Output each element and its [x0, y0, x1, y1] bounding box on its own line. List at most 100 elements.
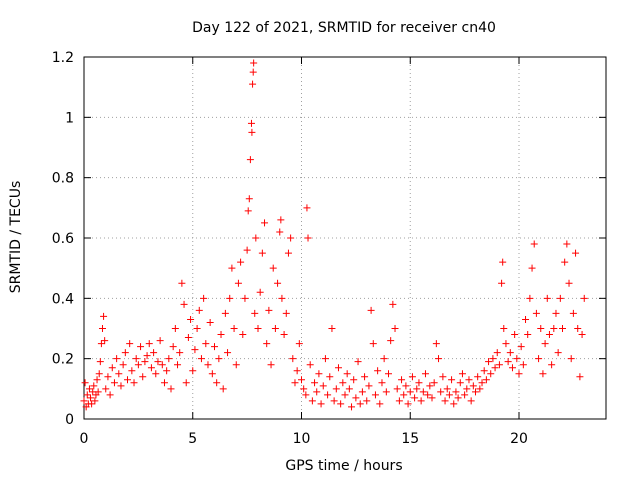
data-point [367, 306, 375, 314]
data-point [419, 388, 427, 396]
data-point [130, 379, 138, 387]
data-point [167, 385, 175, 393]
data-point [339, 379, 347, 387]
data-point [352, 394, 360, 402]
data-point [143, 352, 151, 360]
data-point [502, 340, 510, 348]
data-point [139, 373, 147, 381]
data-point [537, 325, 545, 332]
data-point [467, 397, 475, 405]
data-point [528, 264, 536, 272]
data-point [485, 358, 493, 366]
data-point [519, 361, 527, 369]
data-point [334, 364, 342, 372]
data-point [474, 373, 482, 381]
data-point [278, 294, 286, 302]
data-point [524, 331, 532, 339]
data-point [417, 397, 425, 405]
data-point [137, 343, 145, 351]
data-point [252, 234, 260, 242]
y-tick-label: 0 [65, 412, 74, 428]
data-point [452, 388, 460, 396]
data-point [421, 370, 429, 378]
data-point [117, 382, 125, 390]
data-point [480, 367, 488, 375]
data-point [97, 340, 105, 348]
data-point [158, 361, 166, 369]
data-point [267, 361, 275, 369]
data-point [208, 370, 216, 378]
data-point [306, 361, 314, 369]
data-point [458, 370, 466, 378]
data-point [250, 59, 258, 67]
data-point [435, 355, 443, 363]
x-tick-label: 5 [188, 431, 197, 447]
data-points [80, 59, 588, 411]
data-point [580, 294, 588, 302]
data-point [445, 391, 453, 399]
data-point [91, 397, 99, 405]
data-point [152, 370, 160, 378]
data-point [371, 391, 379, 399]
data-point [100, 312, 108, 320]
data-point [400, 391, 408, 399]
data-point [102, 385, 110, 393]
data-point [391, 325, 399, 332]
data-point [439, 373, 447, 381]
chart-title: Day 122 of 2021, SRMTID for receiver cn4… [192, 20, 496, 36]
data-point [243, 246, 251, 254]
data-point [298, 376, 305, 384]
data-point [332, 385, 340, 393]
data-point [247, 119, 255, 127]
data-point [565, 279, 573, 287]
data-point [110, 379, 118, 387]
data-point [476, 385, 484, 393]
data-point [115, 370, 123, 378]
data-point [463, 385, 471, 393]
data-point [354, 358, 362, 366]
data-point [215, 355, 223, 363]
data-point [226, 294, 234, 302]
data-point [389, 300, 397, 308]
data-point [124, 376, 131, 384]
data-point [504, 358, 512, 366]
data-point [561, 258, 569, 266]
data-point [511, 331, 519, 339]
data-point [101, 337, 109, 345]
data-point [495, 361, 503, 369]
data-point [385, 370, 392, 378]
data-point [493, 349, 501, 357]
data-point [202, 340, 210, 348]
data-point [317, 400, 325, 408]
data-point [465, 376, 473, 384]
data-point [432, 340, 440, 348]
grid [84, 57, 606, 419]
data-point [315, 370, 323, 378]
data-point [248, 128, 256, 136]
data-point [356, 400, 364, 408]
data-point [498, 279, 506, 287]
data-point [106, 391, 114, 399]
data-point [284, 249, 292, 257]
data-point [176, 349, 184, 357]
data-point [378, 379, 386, 387]
data-point [487, 370, 495, 378]
data-point [249, 80, 257, 88]
data-point [95, 370, 103, 378]
data-point [413, 385, 421, 393]
data-point [430, 379, 438, 387]
data-point [574, 325, 582, 332]
y-tick-label: 1.2 [52, 50, 74, 66]
data-point [424, 391, 432, 399]
data-point [206, 318, 214, 326]
data-point [282, 309, 290, 317]
data-point [274, 279, 282, 287]
data-point [251, 309, 259, 317]
data-point [80, 397, 88, 405]
data-point [90, 382, 98, 390]
data-point [313, 388, 321, 396]
data-point [513, 355, 521, 363]
data-point [295, 340, 303, 348]
data-point [380, 355, 388, 363]
data-point [321, 355, 329, 363]
